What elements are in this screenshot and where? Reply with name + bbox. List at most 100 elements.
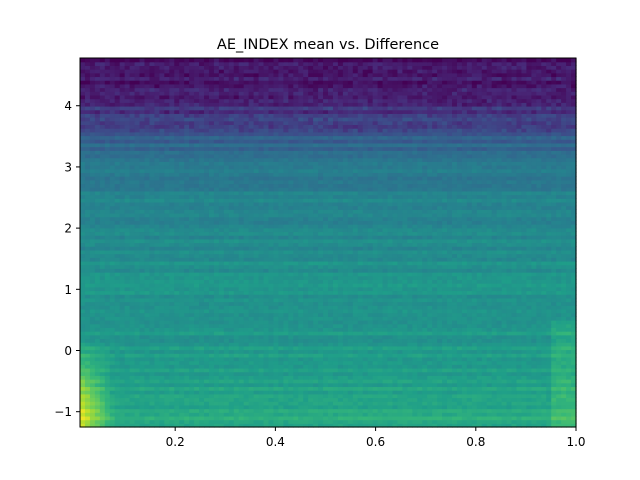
heatmap-cell	[397, 353, 403, 358]
heatmap-cell	[89, 301, 96, 306]
heatmap-cell	[303, 338, 309, 343]
heatmap-cell	[263, 297, 270, 303]
heatmap-cell	[149, 327, 155, 332]
heatmap-cell	[80, 246, 86, 251]
heatmap-cell	[144, 246, 151, 251]
heatmap-cell	[139, 272, 146, 277]
heatmap-cell	[159, 294, 165, 299]
heatmap-cell	[357, 375, 364, 380]
heatmap-cell	[407, 323, 413, 328]
heatmap-cell	[556, 272, 562, 277]
heatmap-cell	[452, 397, 458, 402]
heatmap-cell	[288, 331, 294, 336]
heatmap-cell	[238, 323, 245, 328]
heatmap-cell	[491, 342, 498, 347]
heatmap-cell	[481, 415, 488, 421]
heatmap-cell	[233, 360, 240, 365]
heatmap-cell	[194, 319, 200, 325]
heatmap-cell	[223, 382, 230, 388]
heatmap-cell	[218, 360, 225, 365]
heatmap-cell	[442, 390, 448, 395]
heatmap-cell	[397, 275, 403, 280]
heatmap-cell	[506, 242, 513, 247]
heatmap-cell	[194, 283, 200, 288]
heatmap-cell	[382, 364, 389, 369]
heatmap-cell	[208, 253, 215, 258]
heatmap-cell	[496, 319, 503, 325]
heatmap-cell	[392, 412, 399, 417]
heatmap-cell	[139, 404, 146, 410]
heatmap-cell	[521, 257, 527, 262]
heatmap-cell	[253, 412, 260, 417]
heatmap-cell	[342, 360, 349, 365]
heatmap-cell	[566, 253, 572, 258]
heatmap-cell	[263, 397, 270, 402]
heatmap-cell	[228, 272, 235, 277]
heatmap-cell	[109, 382, 116, 388]
heatmap-cell	[422, 319, 428, 325]
heatmap-cell	[347, 371, 354, 376]
heatmap-cell	[501, 401, 508, 406]
heatmap-cell	[109, 316, 116, 321]
heatmap-cell	[313, 257, 319, 262]
heatmap-cell	[516, 312, 523, 317]
heatmap-cell	[332, 249, 339, 255]
heatmap-cell	[481, 297, 488, 303]
heatmap-cell	[169, 353, 175, 358]
heatmap-cell	[194, 279, 200, 284]
heatmap-cell	[179, 305, 185, 310]
heatmap-cell	[531, 319, 537, 325]
heatmap-cell	[471, 334, 478, 340]
heatmap-cell	[144, 367, 151, 373]
heatmap-cell	[208, 371, 215, 376]
heatmap-cell	[362, 345, 369, 351]
heatmap-cell	[452, 312, 458, 317]
heatmap-cell	[496, 264, 503, 269]
heatmap-cell	[189, 334, 195, 340]
heatmap-cell	[501, 308, 508, 314]
heatmap-cell	[179, 393, 185, 399]
heatmap-cell	[337, 297, 344, 303]
heatmap-cell	[94, 323, 101, 328]
heatmap-cell	[213, 412, 220, 417]
heatmap-cell	[144, 412, 151, 417]
heatmap-cell	[481, 408, 488, 413]
heatmap-cell	[273, 356, 279, 362]
heatmap-cell	[94, 408, 101, 413]
heatmap-cell	[228, 345, 235, 351]
heatmap-cell	[461, 260, 468, 266]
heatmap-cell	[119, 331, 126, 336]
heatmap-cell	[541, 268, 547, 273]
heatmap-cell	[223, 415, 230, 421]
heatmap-cell	[501, 367, 508, 373]
heatmap-cell	[223, 349, 230, 354]
heatmap-cell	[104, 408, 111, 413]
heatmap-cell	[233, 260, 240, 266]
heatmap-cell	[139, 379, 146, 384]
heatmap-cell	[114, 331, 121, 336]
heatmap-cell	[501, 404, 508, 410]
heatmap-cell	[94, 327, 101, 332]
heatmap-cell	[536, 382, 542, 388]
heatmap-cell	[288, 338, 294, 343]
heatmap-cell	[303, 264, 309, 269]
heatmap-cell	[80, 356, 86, 362]
heatmap-cell	[223, 290, 230, 295]
heatmap-cell	[571, 294, 577, 299]
heatmap-cell	[422, 356, 428, 362]
heatmap-cell	[194, 327, 200, 332]
heatmap-cell	[213, 242, 220, 247]
heatmap-cell	[561, 364, 567, 369]
heatmap-cell	[367, 290, 374, 295]
heatmap-cell	[432, 419, 438, 424]
heatmap-cell	[308, 397, 314, 402]
heatmap-cell	[551, 308, 557, 314]
heatmap-cell	[263, 268, 270, 273]
heatmap-cell	[238, 319, 245, 325]
heatmap-cell	[99, 275, 106, 280]
heatmap-cell	[377, 397, 384, 402]
heatmap-cell	[94, 382, 101, 388]
heatmap-cell	[471, 404, 478, 410]
heatmap-cell	[114, 342, 121, 347]
heatmap-cell	[486, 367, 493, 373]
